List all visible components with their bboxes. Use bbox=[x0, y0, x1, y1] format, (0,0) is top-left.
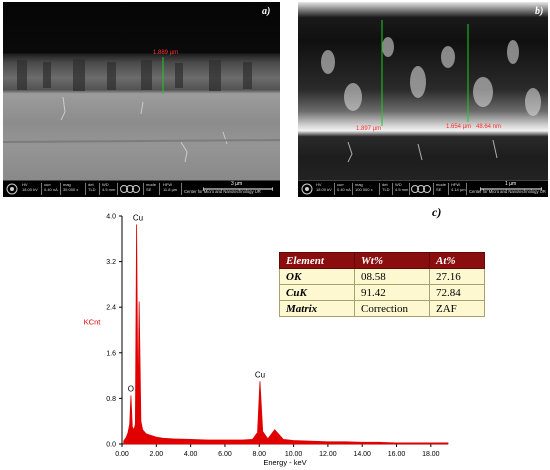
x-tick-label: 0.00 bbox=[115, 451, 129, 458]
cell-wt: 08.58 bbox=[354, 268, 430, 285]
fei-brand-icon bbox=[120, 185, 140, 193]
measurement-a: 1.889 µm bbox=[153, 50, 179, 56]
measurement-b-right-extra: 48.64 nm bbox=[476, 124, 502, 130]
edx-spectrum-chart: 0.00 2.00 4.00 6.00 8.00 10.00 12.00 14.00 16.00… bbox=[84, 214, 449, 467]
hv-value-b: 18.00 kV bbox=[316, 187, 332, 192]
panel-label-a: a) bbox=[262, 6, 271, 17]
sem-image-a: 1.889 µm a) HV 18.00 kV curr 0.40 nA mag 35… bbox=[3, 2, 280, 197]
info-bar-a: HV 18.00 kV curr 0.40 nA mag 35 000 x det TL… bbox=[3, 180, 280, 197]
cell-wt: Correction bbox=[354, 300, 430, 317]
cell-at: ZAF bbox=[429, 300, 485, 317]
hfw-value-a: 11.8 µm bbox=[163, 187, 178, 192]
sem-texture-a bbox=[3, 57, 280, 163]
chart-series bbox=[123, 224, 449, 445]
hfw-value-b: 4.14 µm bbox=[451, 187, 466, 192]
hv-value-a: 18.00 kV bbox=[22, 187, 38, 192]
fei-logo-icon bbox=[6, 183, 18, 195]
mode-value-b: SE bbox=[436, 187, 442, 192]
peak-label: Cu bbox=[133, 214, 143, 223]
chart-labels: Cu O Cu bbox=[128, 214, 265, 394]
spectrum-series bbox=[123, 224, 449, 445]
x-tick-label: 12.00 bbox=[319, 451, 337, 458]
wd-value-a: 4.5 mm bbox=[102, 187, 116, 192]
fei-logo-icon bbox=[301, 183, 313, 195]
cell-element: CuK bbox=[279, 284, 355, 301]
table-row: Matrix Correction ZAF bbox=[279, 300, 485, 317]
peak-label: O bbox=[128, 385, 134, 394]
composition-table: Element Wt% At% OK 08.58 27.16 CuK 91.42… bbox=[279, 252, 485, 317]
det-value-b: TLD bbox=[382, 187, 390, 192]
org-label-a: Center for Micro and Nanotechnology UR bbox=[184, 189, 261, 194]
cell-element: Matrix bbox=[279, 300, 355, 317]
cell-wt: 91.42 bbox=[354, 284, 430, 301]
y-tick-label: 0.8 bbox=[106, 396, 116, 403]
x-tick-label: 6.00 bbox=[218, 451, 232, 458]
x-tick-label: 14.00 bbox=[353, 451, 371, 458]
org-label-b: Center for Micro and Nanotechnology UR bbox=[469, 189, 546, 194]
panel-label-b: b) bbox=[535, 6, 544, 17]
scale-label-a: 3 µm bbox=[231, 181, 243, 187]
scale-bar-b bbox=[480, 187, 542, 191]
peak-label: Cu bbox=[255, 370, 265, 379]
scale-bar-a bbox=[203, 187, 273, 191]
y-tick-label: 1.6 bbox=[106, 350, 116, 357]
x-tick-label: 4.00 bbox=[184, 451, 198, 458]
mag-value-a: 35 000 x bbox=[63, 187, 79, 192]
wd-value-b: 4.5 mm bbox=[395, 187, 409, 192]
curr-value-a: 0.40 nA bbox=[44, 187, 58, 192]
info-bar-b: HV 18.00 kV curr 0.40 nA mag 100 000 x det T… bbox=[298, 180, 548, 197]
measurement-b-left: 1.897 µm bbox=[356, 126, 382, 132]
table-row: OK 08.58 27.16 bbox=[279, 268, 485, 285]
measurement-b-right: 1.654 µm bbox=[446, 124, 472, 130]
cell-element: OK bbox=[279, 268, 355, 285]
panel-label-c: c) bbox=[432, 205, 442, 219]
header-element: Element bbox=[279, 252, 355, 269]
x-tick-label: 8.00 bbox=[252, 451, 266, 458]
y-tick-label: 3.2 bbox=[106, 259, 116, 266]
x-tick-label: 2.00 bbox=[150, 451, 164, 458]
y-tick-label: 2.4 bbox=[106, 305, 116, 312]
y-axis-label: KCnt bbox=[84, 317, 102, 326]
cell-at: 72.84 bbox=[429, 284, 485, 301]
y-tick-label: 0.0 bbox=[106, 442, 116, 449]
scale-label-b: 1 µm bbox=[505, 181, 517, 187]
x-tick-label: 18.00 bbox=[422, 451, 440, 458]
x-axis-label: Energy - keV bbox=[263, 458, 306, 467]
sem-image-b: 1.897 µm 1.654 µm 48.64 nm b) HV 18.00 kV… bbox=[298, 2, 548, 197]
cell-at: 27.16 bbox=[429, 268, 485, 285]
fei-brand-icon bbox=[411, 185, 431, 193]
table-header-row: Element Wt% At% bbox=[279, 252, 485, 269]
curr-value-b: 0.40 nA bbox=[337, 187, 351, 192]
x-tick-label: 10.00 bbox=[285, 451, 303, 458]
table-row: CuK 91.42 72.84 bbox=[279, 284, 485, 301]
x-tick-label: 16.00 bbox=[388, 451, 406, 458]
sem-texture-b bbox=[321, 20, 541, 163]
mag-value-b: 100 000 x bbox=[355, 187, 373, 192]
header-at: At% bbox=[429, 252, 485, 269]
det-value-a: TLD bbox=[88, 187, 96, 192]
mode-value-a: SE bbox=[146, 187, 152, 192]
y-tick-label: 4.0 bbox=[106, 214, 116, 221]
header-wt: Wt% bbox=[354, 252, 430, 269]
